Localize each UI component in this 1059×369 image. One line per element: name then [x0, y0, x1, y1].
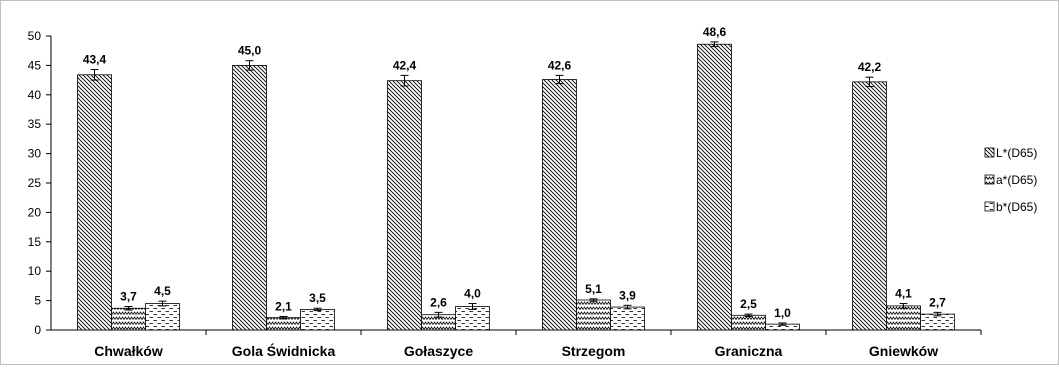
- data-label: 2,1: [275, 299, 292, 313]
- bar-diagonal: [542, 79, 577, 331]
- y-tick-label: 35: [28, 117, 42, 131]
- data-label: 4,1: [895, 287, 912, 301]
- bars: [77, 41, 955, 331]
- data-label: 2,6: [430, 295, 447, 309]
- data-label: 43,4: [83, 53, 107, 67]
- legend-swatch: [984, 147, 995, 158]
- data-label: 2,5: [740, 297, 757, 311]
- data-label: 42,4: [393, 58, 417, 72]
- legend-label: b*(D65): [996, 200, 1037, 214]
- bar-diagonal: [232, 65, 267, 331]
- bar-zigzag: [731, 314, 766, 331]
- bar-dashes: [455, 306, 490, 331]
- y-tick-label: 40: [28, 88, 42, 102]
- legend-swatch: [984, 201, 995, 212]
- data-label: 1,0: [774, 306, 791, 320]
- data-label: 4,0: [464, 287, 481, 301]
- data-label: 42,6: [548, 58, 572, 72]
- y-tick-label: 20: [28, 205, 42, 219]
- bar-zigzag: [886, 305, 921, 331]
- bar-diagonal: [852, 81, 887, 331]
- bar-zigzag: [111, 307, 146, 331]
- x-tick-label: Gołaszyce: [404, 343, 473, 359]
- data-label: 3,7: [120, 289, 137, 303]
- y-tick-label: 25: [28, 176, 42, 190]
- legend-label: L*(D65): [996, 146, 1037, 160]
- data-labels: 43,4 3,7 4,5 45,0 2,1 3,5 42,4 2,6 4,0 42,6 5,1 3,9…: [83, 25, 946, 320]
- data-label: 4,5: [154, 284, 171, 298]
- data-label: 3,9: [619, 288, 636, 302]
- y-tick-label: 30: [28, 147, 42, 161]
- data-label: 45,0: [238, 44, 262, 58]
- bar-diagonal: [697, 43, 732, 331]
- bar-dashes: [610, 306, 645, 331]
- data-label: 2,7: [929, 295, 946, 309]
- y-tick-label: 0: [34, 323, 41, 337]
- x-tick-label: Gniewków: [869, 343, 938, 359]
- data-label: 5,1: [585, 282, 602, 296]
- y-tick-label: 5: [34, 294, 41, 308]
- legend: L*(D65) a*(D65) b*(D65): [984, 146, 1037, 214]
- bar-diagonal: [77, 74, 112, 331]
- bar-dashes: [920, 313, 955, 331]
- y-tick-label: 15: [28, 235, 42, 249]
- bar-dashes: [300, 309, 335, 331]
- data-label: 42,2: [858, 60, 882, 74]
- axes: 0 5 10 15 20 25 30 35 40 45 50 Chwałków Gola Świdnic…: [28, 29, 982, 359]
- bar-dashes: [145, 303, 180, 331]
- y-tick-label: 10: [28, 264, 42, 278]
- x-tick-label: Gola Świdnicka: [232, 342, 336, 359]
- bar-diagonal: [387, 80, 422, 331]
- x-tick-label: Chwałków: [94, 343, 163, 359]
- data-label: 48,6: [703, 25, 727, 39]
- bar-zigzag: [576, 299, 611, 331]
- y-tick-label: 50: [28, 29, 42, 43]
- x-tick-label: Strzegom: [562, 343, 626, 359]
- y-tick-label: 45: [28, 58, 42, 72]
- legend-label: a*(D65): [996, 173, 1037, 187]
- x-tick-label: Graniczna: [715, 343, 783, 359]
- legend-swatch: [984, 174, 995, 185]
- data-label: 3,5: [309, 291, 326, 305]
- bar-zigzag: [266, 317, 301, 331]
